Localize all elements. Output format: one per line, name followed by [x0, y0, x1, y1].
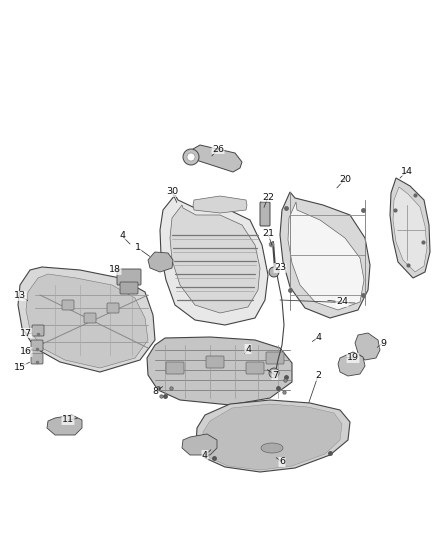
Circle shape [187, 153, 195, 161]
Text: 22: 22 [262, 192, 274, 201]
Polygon shape [393, 187, 427, 272]
Polygon shape [193, 196, 247, 213]
Text: 4: 4 [245, 344, 251, 353]
Polygon shape [147, 337, 292, 405]
Polygon shape [47, 415, 82, 435]
Text: 30: 30 [166, 188, 178, 197]
Text: 23: 23 [274, 263, 286, 272]
Polygon shape [355, 333, 380, 360]
Text: 4: 4 [202, 450, 208, 459]
Text: 4: 4 [119, 231, 125, 240]
Text: 19: 19 [347, 353, 359, 362]
Text: 14: 14 [401, 166, 413, 175]
FancyBboxPatch shape [166, 362, 184, 374]
FancyBboxPatch shape [266, 352, 284, 364]
Polygon shape [26, 274, 148, 368]
Circle shape [269, 368, 279, 378]
FancyBboxPatch shape [206, 356, 224, 368]
Polygon shape [160, 195, 268, 325]
Text: 7: 7 [272, 370, 278, 379]
FancyBboxPatch shape [62, 300, 74, 310]
Text: 20: 20 [339, 174, 351, 183]
Text: 8: 8 [152, 387, 158, 397]
Polygon shape [18, 267, 155, 372]
Ellipse shape [261, 443, 283, 453]
Text: 18: 18 [109, 265, 121, 274]
Text: 2: 2 [315, 372, 321, 381]
FancyBboxPatch shape [31, 353, 43, 364]
Polygon shape [148, 252, 173, 272]
FancyBboxPatch shape [260, 202, 270, 226]
Text: 11: 11 [62, 416, 74, 424]
Text: 4: 4 [316, 333, 322, 342]
Text: 16: 16 [20, 348, 32, 357]
Text: 26: 26 [212, 144, 224, 154]
FancyBboxPatch shape [120, 282, 138, 294]
Text: 6: 6 [279, 457, 285, 466]
FancyBboxPatch shape [107, 303, 119, 313]
Polygon shape [203, 404, 342, 470]
FancyBboxPatch shape [31, 340, 43, 351]
FancyBboxPatch shape [117, 269, 141, 285]
FancyBboxPatch shape [84, 313, 96, 323]
Circle shape [183, 149, 199, 165]
FancyBboxPatch shape [32, 325, 44, 336]
Polygon shape [192, 145, 242, 172]
Text: 17: 17 [20, 328, 32, 337]
Polygon shape [338, 352, 365, 376]
Polygon shape [280, 192, 370, 318]
Text: 1: 1 [135, 244, 141, 253]
Polygon shape [170, 205, 260, 313]
Text: 13: 13 [14, 292, 26, 301]
Text: 9: 9 [380, 338, 386, 348]
Text: 24: 24 [336, 297, 348, 306]
Polygon shape [390, 178, 430, 278]
Polygon shape [182, 434, 217, 455]
Polygon shape [288, 202, 364, 310]
FancyBboxPatch shape [246, 362, 264, 374]
Circle shape [269, 267, 279, 277]
Text: 21: 21 [262, 230, 274, 238]
Polygon shape [196, 400, 350, 472]
Text: 15: 15 [14, 362, 26, 372]
